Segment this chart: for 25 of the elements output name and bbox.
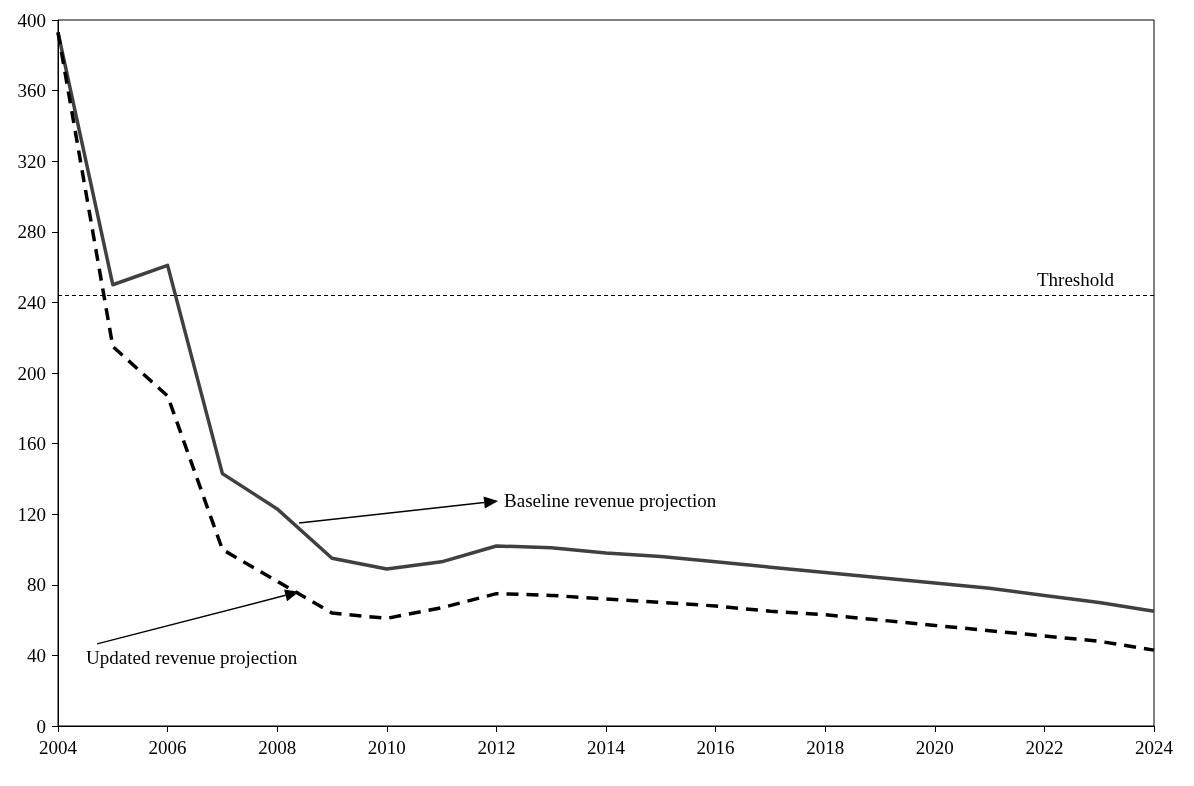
x-tick-label: 2014 xyxy=(587,737,626,758)
x-tick-label: 2010 xyxy=(367,737,406,758)
y-tick-label: 400 xyxy=(17,9,46,31)
y-tick-label: 320 xyxy=(17,150,46,172)
annotation: Baseline revenue projection xyxy=(504,490,717,512)
x-tick-label: 2022 xyxy=(1025,737,1064,758)
y-tick-label: 120 xyxy=(17,503,46,525)
annotation: Updated revenue projection xyxy=(86,646,298,668)
x-tick-label: 2004 xyxy=(39,737,78,758)
y-tick-label: 40 xyxy=(27,644,46,666)
x-tick-label: 2018 xyxy=(806,737,845,758)
x-tick-label: 2008 xyxy=(258,737,297,758)
x-tick-label: 2012 xyxy=(477,737,516,758)
x-tick-label: 2006 xyxy=(148,737,187,758)
y-tick-label: 200 xyxy=(17,362,46,384)
y-tick-label: 240 xyxy=(17,291,46,313)
x-tick-label: 2024 xyxy=(1135,737,1174,758)
ref-line-label: Threshold xyxy=(1036,269,1115,291)
y-tick-label: 0 xyxy=(36,715,46,737)
x-tick-label: 2020 xyxy=(915,737,954,758)
y-tick-label: 360 xyxy=(17,80,46,102)
y-tick-label: 160 xyxy=(17,433,46,455)
y-tick-label: 280 xyxy=(17,221,46,243)
y-tick-label: 80 xyxy=(27,574,46,596)
x-tick-label: 2016 xyxy=(696,737,735,758)
